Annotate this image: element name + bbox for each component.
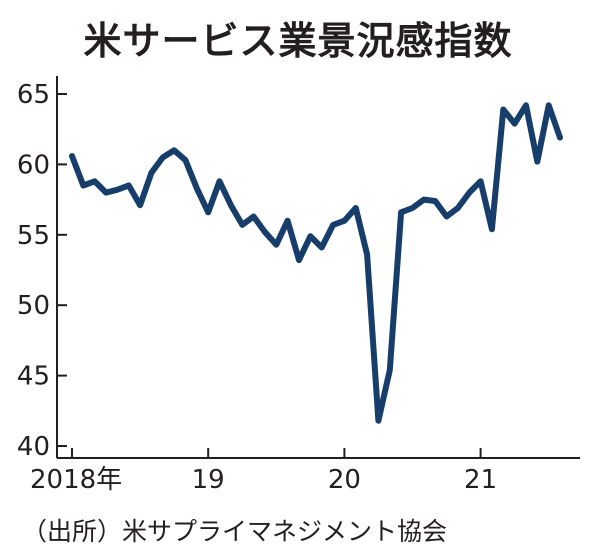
x-tick-label: 20 bbox=[328, 465, 361, 495]
data-point bbox=[80, 183, 86, 189]
data-point bbox=[364, 252, 370, 258]
data-point bbox=[489, 226, 495, 232]
data-point bbox=[262, 229, 268, 235]
y-tick-label: 65 bbox=[17, 80, 50, 110]
data-point bbox=[114, 187, 120, 193]
source-note: （出所）米サプライマネジメント協会 bbox=[22, 517, 448, 546]
data-point bbox=[126, 183, 132, 189]
x-tick-label: 19 bbox=[192, 465, 225, 495]
data-point bbox=[410, 205, 416, 211]
y-tick-label: 45 bbox=[17, 362, 50, 392]
x-tick-label: 2018年 bbox=[30, 465, 122, 495]
y-tick-label: 60 bbox=[17, 150, 50, 180]
data-point bbox=[319, 245, 325, 251]
data-point bbox=[217, 178, 223, 184]
data-point bbox=[375, 418, 381, 424]
data-point bbox=[171, 147, 177, 153]
data-point bbox=[103, 190, 109, 196]
data-point bbox=[239, 222, 245, 228]
data-point bbox=[500, 107, 506, 113]
x-tick-label: 21 bbox=[464, 465, 497, 495]
data-point bbox=[285, 218, 291, 224]
data-point bbox=[307, 233, 313, 239]
data-point bbox=[273, 242, 279, 248]
chart-title: 米サービス業景況感指数 bbox=[83, 19, 513, 63]
data-point bbox=[330, 222, 336, 228]
data-point bbox=[387, 367, 393, 373]
data-point bbox=[137, 202, 143, 208]
data-point bbox=[183, 157, 189, 163]
series-line bbox=[69, 102, 563, 424]
data-point bbox=[398, 209, 404, 215]
data-point bbox=[534, 159, 540, 165]
data-point bbox=[455, 205, 461, 211]
data-point bbox=[512, 121, 518, 127]
data-point bbox=[341, 218, 347, 224]
data-point bbox=[523, 102, 529, 108]
y-tick-label: 55 bbox=[17, 221, 50, 251]
data-point bbox=[546, 102, 552, 108]
data-point bbox=[421, 197, 427, 203]
data-point bbox=[251, 214, 257, 220]
data-point bbox=[160, 154, 166, 160]
data-point bbox=[557, 135, 563, 141]
data-point bbox=[432, 198, 438, 204]
data-point bbox=[228, 202, 234, 208]
data-point bbox=[148, 170, 154, 176]
data-point bbox=[444, 214, 450, 220]
data-point bbox=[353, 205, 359, 211]
data-point bbox=[194, 185, 200, 191]
data-point bbox=[205, 209, 211, 215]
data-point bbox=[478, 178, 484, 184]
data-point bbox=[69, 153, 75, 159]
y-tick-label: 50 bbox=[17, 291, 50, 321]
data-point bbox=[466, 190, 472, 196]
data-point bbox=[296, 257, 302, 263]
y-tick-label: 40 bbox=[17, 432, 50, 462]
data-point bbox=[92, 178, 98, 184]
